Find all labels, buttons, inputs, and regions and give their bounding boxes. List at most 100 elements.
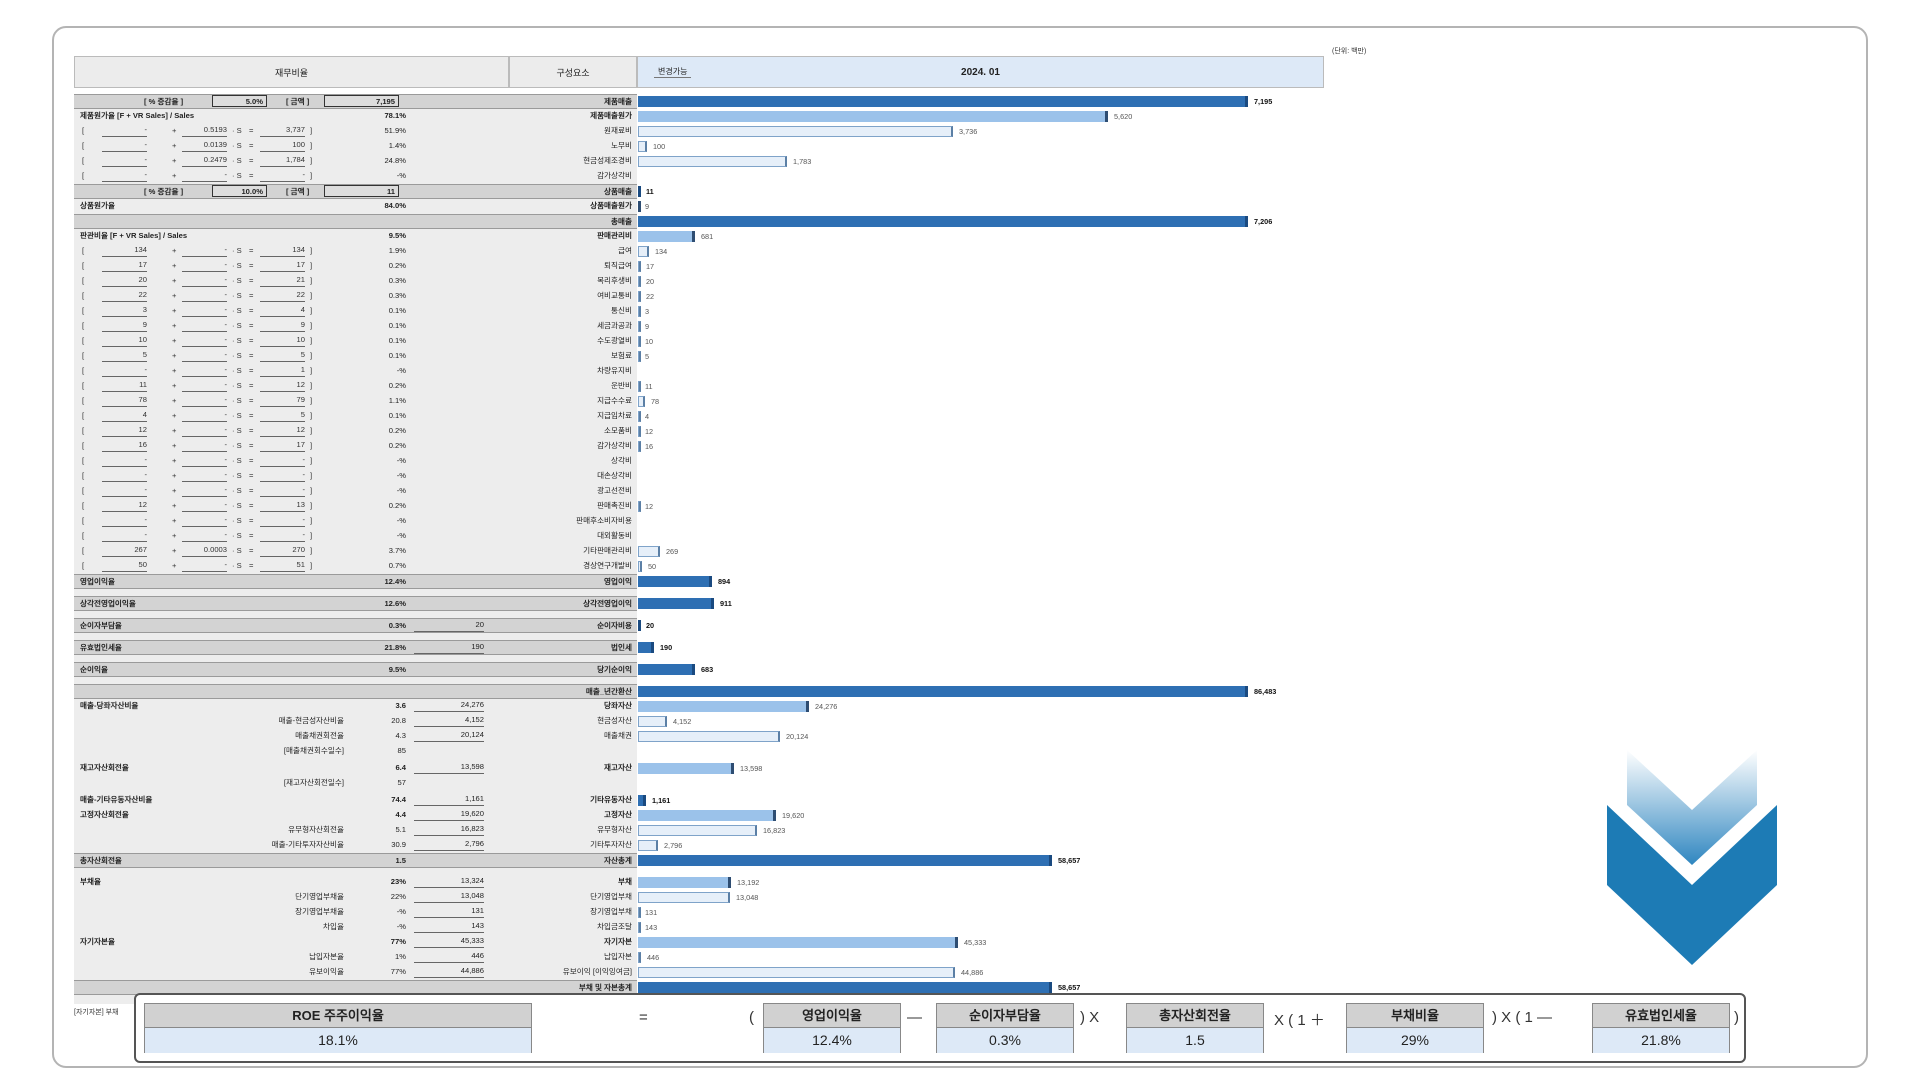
formula-value-a[interactable]: 22 bbox=[102, 289, 147, 302]
formula-value-a[interactable]: 4 bbox=[102, 409, 147, 422]
formula-symbol: · S bbox=[232, 546, 242, 555]
amount-input[interactable]: 7,195 bbox=[324, 95, 399, 107]
formula-value-b[interactable]: - bbox=[182, 259, 227, 272]
formula-value-b[interactable]: - bbox=[182, 319, 227, 332]
formula-value-b[interactable]: - bbox=[182, 439, 227, 452]
formula-value-a[interactable]: 10 bbox=[102, 334, 147, 347]
formula-value-a[interactable]: 3 bbox=[102, 304, 147, 317]
table-row: [재고자산회전일수] 57 bbox=[74, 776, 637, 791]
formula-value-a[interactable]: 5 bbox=[102, 349, 147, 362]
formula-symbol: · S bbox=[232, 381, 242, 390]
component-label: 급여 bbox=[618, 246, 632, 255]
formula-value-b[interactable]: - bbox=[182, 499, 227, 512]
changeable-link[interactable]: 변경가능 bbox=[654, 66, 692, 78]
table-row: [매출채권회수일수] 85 bbox=[74, 744, 637, 759]
formula-value-a[interactable]: 17 bbox=[102, 259, 147, 272]
formula-value-b[interactable]: - bbox=[182, 484, 227, 497]
formula-value-b[interactable]: - bbox=[182, 394, 227, 407]
table-row: [12 + - · S = 12] 0.2% 소모품비 bbox=[74, 424, 637, 439]
table-row: 장기영업부채율 -% 131 장기영업부채 bbox=[74, 905, 637, 920]
table-row: 매출채권회전율 4.3 20,124 매출채권 bbox=[74, 729, 637, 744]
formula-symbol: · S bbox=[232, 261, 242, 270]
formula-value-a[interactable]: - bbox=[102, 124, 147, 137]
amount-input[interactable]: 11 bbox=[324, 185, 399, 197]
formula-value-b[interactable]: - bbox=[182, 454, 227, 467]
formula-value-b[interactable]: 0.0139 bbox=[182, 139, 227, 152]
formula-value-b[interactable]: - bbox=[182, 409, 227, 422]
bar-value-label: 13,598 bbox=[740, 764, 763, 773]
formula-symbol: · S bbox=[232, 561, 242, 570]
formula-value-b[interactable]: 0.0003 bbox=[182, 544, 227, 557]
value-bar bbox=[638, 426, 641, 437]
formula-value-c: 4 bbox=[260, 304, 305, 317]
formula-value-b[interactable]: - bbox=[182, 274, 227, 287]
formula-value-b[interactable]: - bbox=[182, 364, 227, 377]
bar-value-label: 5 bbox=[645, 352, 650, 361]
formula-value-b[interactable]: - bbox=[182, 529, 227, 542]
formula-symbol: = bbox=[249, 291, 254, 300]
formula-value-a[interactable]: 78 bbox=[102, 394, 147, 407]
ratio-value: 0.1% bbox=[388, 306, 406, 315]
formula-value-b[interactable]: - bbox=[182, 244, 227, 257]
formula-value-b[interactable]: - bbox=[182, 379, 227, 392]
formula-value-a[interactable]: - bbox=[102, 454, 147, 467]
bar-value-label: 24,276 bbox=[815, 702, 838, 711]
table-row: 매출-기타유동자산비율 74.4 1,161 기타유동자산 bbox=[74, 793, 637, 808]
formula-value-b[interactable]: - bbox=[182, 349, 227, 362]
ratio-value: -% bbox=[396, 516, 406, 525]
formula-symbol: · S bbox=[232, 531, 242, 540]
formula-value-a[interactable]: - bbox=[102, 514, 147, 527]
component-label: 수도광열비 bbox=[597, 336, 632, 345]
formula-value-a[interactable]: - bbox=[102, 529, 147, 542]
debt-box: 부채비율 29% bbox=[1346, 1003, 1484, 1053]
formula-value-a[interactable]: - bbox=[102, 139, 147, 152]
formula-value-a[interactable]: - bbox=[102, 169, 147, 182]
formula-value-a[interactable]: - bbox=[102, 364, 147, 377]
formula-value-a[interactable]: 12 bbox=[102, 424, 147, 437]
formula-value-a[interactable]: 134 bbox=[102, 244, 147, 257]
formula-value-a[interactable]: 12 bbox=[102, 499, 147, 512]
formula-value-a[interactable]: - bbox=[102, 154, 147, 167]
formula-value-b[interactable]: - bbox=[182, 424, 227, 437]
formula-value-a[interactable]: 50 bbox=[102, 559, 147, 572]
formula-value-b[interactable]: 0.2479 bbox=[182, 154, 227, 167]
sub-ratio-name: 납입자본율 bbox=[309, 952, 344, 961]
formula-value-b[interactable]: - bbox=[182, 514, 227, 527]
value-bar bbox=[638, 351, 641, 362]
formula-value-b[interactable]: 0.5193 bbox=[182, 124, 227, 137]
value-bar bbox=[638, 731, 780, 742]
formula-symbol: = bbox=[249, 531, 254, 540]
ratio-value: 0.1% bbox=[388, 336, 406, 345]
formula-value-a[interactable]: 20 bbox=[102, 274, 147, 287]
formula-symbol: [ bbox=[82, 501, 85, 510]
amount-value: 4,152 bbox=[414, 714, 484, 727]
formula-value-a[interactable]: 11 bbox=[102, 379, 147, 392]
formula-value-a[interactable]: 16 bbox=[102, 439, 147, 452]
formula-value-b[interactable]: - bbox=[182, 559, 227, 572]
formula-symbol: = bbox=[249, 276, 254, 285]
formula-symbol: [ bbox=[82, 246, 85, 255]
pct-change-input[interactable]: 10.0% bbox=[212, 185, 267, 197]
pct-change-input[interactable]: 5.0% bbox=[212, 95, 267, 107]
bar-value-label: 20,124 bbox=[786, 732, 809, 741]
component-label: 순이자비용 bbox=[597, 621, 632, 630]
formula-value-b[interactable]: - bbox=[182, 469, 227, 482]
amount-value: 44,886 bbox=[414, 965, 484, 978]
ratio-value: -% bbox=[396, 456, 406, 465]
ratio-value: -% bbox=[396, 471, 406, 480]
formula-value-b[interactable]: - bbox=[182, 289, 227, 302]
formula-symbol: = bbox=[249, 456, 254, 465]
formula-value-b[interactable]: - bbox=[182, 334, 227, 347]
formula-value-a[interactable]: - bbox=[102, 484, 147, 497]
formula-symbol: [ bbox=[82, 426, 85, 435]
value-bar bbox=[638, 922, 641, 933]
formula-value-b[interactable]: - bbox=[182, 304, 227, 317]
formula-value-a[interactable]: 9 bbox=[102, 319, 147, 332]
formula-symbol: [ bbox=[82, 351, 85, 360]
value-bar bbox=[638, 642, 654, 653]
formula-symbol: · S bbox=[232, 366, 242, 375]
formula-symbol: + bbox=[172, 171, 177, 180]
formula-value-a[interactable]: 267 bbox=[102, 544, 147, 557]
formula-value-a[interactable]: - bbox=[102, 469, 147, 482]
formula-value-b[interactable]: - bbox=[182, 169, 227, 182]
